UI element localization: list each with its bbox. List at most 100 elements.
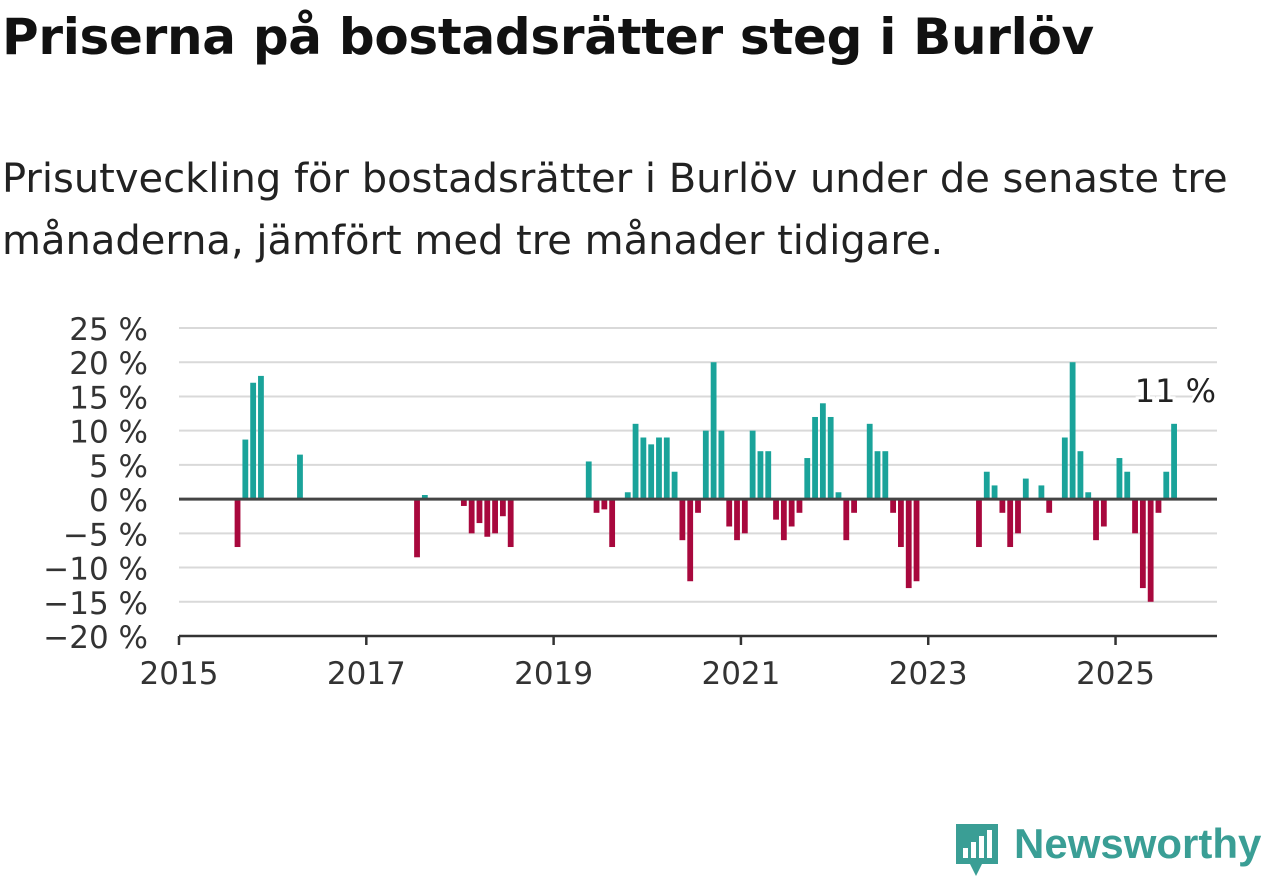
- bar: [258, 375, 264, 500]
- bar: [718, 430, 725, 500]
- bar: [679, 499, 686, 541]
- bar: [624, 492, 631, 500]
- x-tick-label: 2025: [1076, 656, 1155, 692]
- bar: [898, 499, 904, 548]
- y-tick-label: −20 %: [43, 620, 148, 656]
- y-tick-label: 25 %: [69, 312, 148, 348]
- bar: [632, 423, 639, 500]
- bar: [827, 416, 834, 500]
- bar: [913, 499, 920, 582]
- bar: [421, 495, 428, 500]
- bar: [297, 454, 303, 500]
- bar: [1139, 499, 1146, 589]
- chart-title: Priserna på bostadsrätter steg i Burlöv: [2, 8, 1094, 66]
- bar: [1077, 451, 1084, 500]
- bar: [866, 423, 873, 500]
- bar: [710, 362, 717, 500]
- y-tick-label: −15 %: [43, 586, 148, 622]
- bar: [882, 451, 889, 500]
- x-tick-label: 2019: [514, 656, 593, 692]
- bar: [1124, 471, 1131, 500]
- bar: [1132, 499, 1138, 534]
- y-tick-label: −10 %: [43, 552, 148, 588]
- bar: [492, 499, 498, 534]
- bar: [874, 451, 881, 500]
- bar: [780, 499, 787, 541]
- bar: [788, 499, 795, 527]
- bar: [757, 451, 764, 500]
- x-tick-label: 2015: [140, 656, 219, 692]
- y-tick-label: 5 %: [89, 449, 148, 485]
- bar: [749, 430, 756, 500]
- bar: [741, 499, 748, 534]
- bar: [773, 499, 779, 520]
- bar: [468, 499, 475, 534]
- y-tick-label: 0 %: [89, 483, 148, 519]
- bar: [765, 451, 772, 500]
- bar: [1147, 499, 1154, 602]
- bar: [695, 499, 701, 513]
- bar: [499, 499, 506, 517]
- bar: [812, 416, 818, 500]
- bar: [1100, 499, 1107, 527]
- bar: [983, 471, 990, 500]
- bar: [1046, 499, 1053, 513]
- brand-name: Newsworthy: [1014, 820, 1262, 867]
- bar: [796, 499, 803, 513]
- bar: [976, 499, 982, 548]
- bar: [671, 471, 678, 500]
- bar: [640, 437, 647, 500]
- bar: [250, 382, 257, 500]
- bar: [234, 499, 241, 548]
- gridlines: [179, 327, 1217, 603]
- bar: [585, 461, 592, 500]
- x-tick-label: 2023: [889, 656, 968, 692]
- bar: [1171, 423, 1177, 500]
- bar: [484, 499, 491, 537]
- bar: [1038, 485, 1045, 500]
- bar: [476, 499, 483, 524]
- bar: [843, 499, 850, 541]
- bar: [734, 499, 740, 541]
- bar: [1069, 362, 1076, 500]
- x-tick-label: 2017: [327, 656, 406, 692]
- bar: [905, 499, 912, 589]
- bar: [1085, 492, 1092, 500]
- bar: [460, 499, 467, 506]
- bar: [851, 499, 857, 513]
- bar: [1163, 471, 1170, 500]
- bar: [890, 499, 897, 513]
- bar: [702, 430, 709, 500]
- bar: [663, 437, 670, 500]
- bar: [687, 499, 694, 582]
- bar: [656, 437, 662, 500]
- bar: [1061, 437, 1068, 500]
- chart-subtitle: Prisutveckling för bostadsrätter i Burlö…: [2, 156, 1228, 264]
- bar: [648, 444, 655, 500]
- tick-labels: 25 %20 %15 %10 %5 %0 %−5 %−10 %−15 %−20 …: [43, 312, 1219, 692]
- y-tick-label: 10 %: [69, 415, 148, 451]
- bar: [414, 499, 420, 558]
- bar: [835, 492, 842, 500]
- bar: [999, 499, 1006, 513]
- bar: [601, 499, 608, 510]
- bar: [804, 458, 811, 500]
- bar: [1155, 499, 1162, 513]
- bar: [1015, 499, 1021, 534]
- y-tick-label: 20 %: [69, 346, 148, 382]
- bar: [1116, 458, 1123, 500]
- bars: [234, 362, 1177, 602]
- bar: [593, 499, 600, 513]
- axes: [177, 497, 1217, 645]
- newsworthy-logo: Newsworthy: [952, 820, 1261, 880]
- y-tick-label: 15 %: [69, 380, 148, 416]
- bar: [991, 485, 998, 500]
- bar: [726, 499, 733, 527]
- bar: [1007, 499, 1014, 548]
- y-tick-label: −5 %: [63, 517, 148, 553]
- bar: [507, 499, 514, 548]
- bar: [609, 499, 616, 548]
- bar: [819, 403, 826, 500]
- x-tick-label: 2021: [701, 656, 780, 692]
